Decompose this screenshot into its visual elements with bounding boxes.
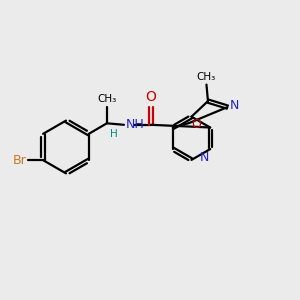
Text: CH₃: CH₃ [197,72,216,82]
Text: N: N [199,151,209,164]
Text: H: H [110,129,118,139]
Text: O: O [192,118,202,131]
Text: O: O [146,90,156,104]
Text: CH₃: CH₃ [97,94,116,104]
Text: Br: Br [13,154,27,167]
Text: N: N [230,99,239,112]
Text: NH: NH [125,118,144,131]
